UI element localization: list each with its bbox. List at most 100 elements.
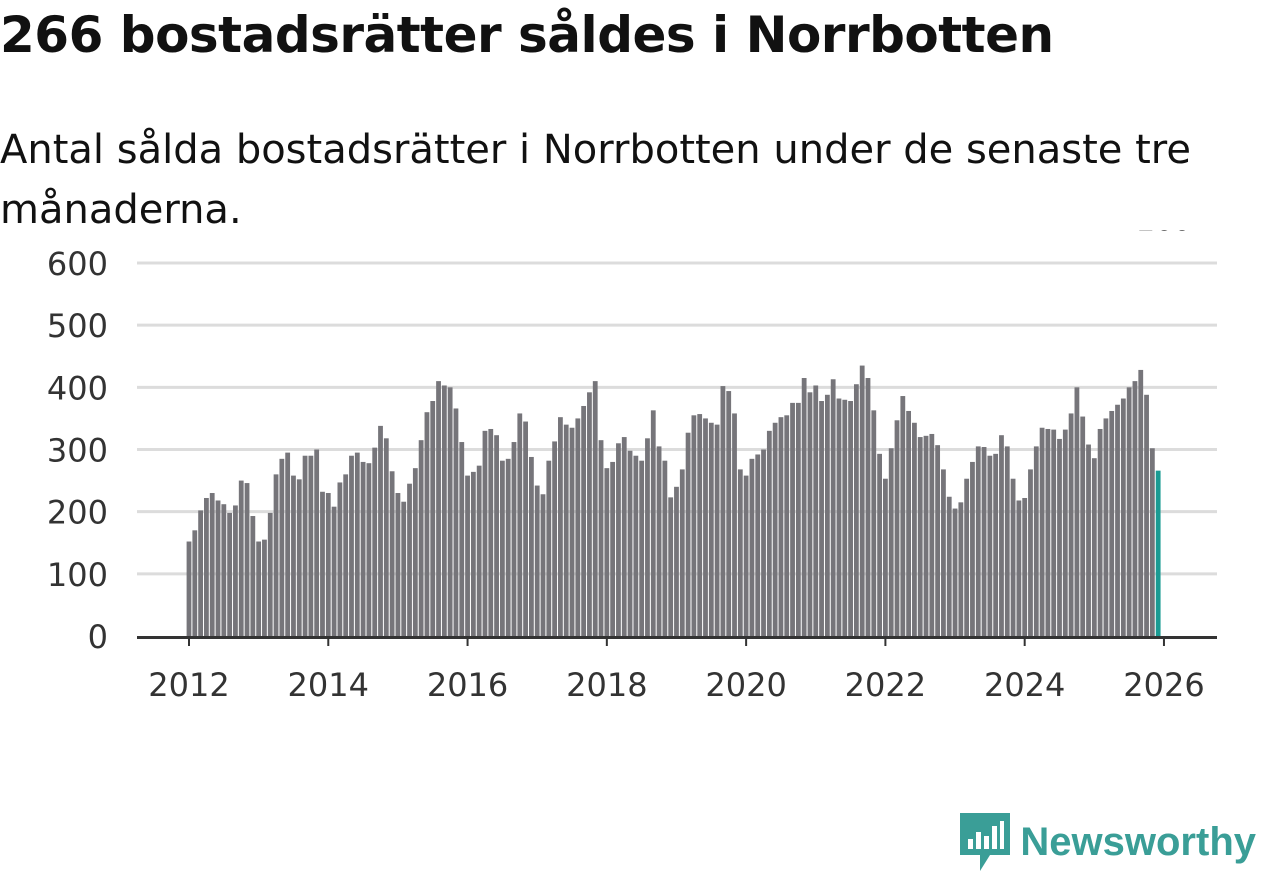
bar bbox=[650, 410, 656, 636]
x-tick-label: 2016 bbox=[427, 666, 508, 704]
bar bbox=[372, 447, 378, 636]
bar bbox=[813, 385, 819, 636]
bar bbox=[726, 391, 732, 636]
bar bbox=[830, 379, 836, 636]
newsworthy-logo: Newsworthy bbox=[960, 813, 1256, 871]
bar bbox=[906, 410, 912, 636]
newsworthy-wordmark: Newsworthy bbox=[1020, 819, 1256, 864]
bar bbox=[325, 493, 331, 636]
bar bbox=[552, 441, 558, 636]
bar bbox=[1103, 418, 1109, 636]
bar bbox=[401, 501, 407, 636]
bar bbox=[441, 385, 447, 636]
bar bbox=[418, 440, 424, 636]
bar bbox=[1091, 458, 1097, 636]
bar bbox=[743, 475, 749, 636]
bar bbox=[233, 505, 238, 636]
bar bbox=[540, 494, 546, 636]
bar bbox=[645, 438, 650, 636]
bar bbox=[1010, 478, 1016, 636]
bar bbox=[761, 449, 766, 636]
bar bbox=[691, 415, 697, 636]
bar bbox=[766, 430, 772, 636]
bar bbox=[627, 450, 633, 636]
bar bbox=[575, 418, 581, 636]
bar bbox=[929, 433, 935, 636]
y-tick-label: 500 bbox=[47, 307, 108, 345]
x-tick-label: 2014 bbox=[288, 666, 369, 704]
bar bbox=[1120, 398, 1126, 636]
bar bbox=[476, 465, 482, 636]
bars bbox=[186, 365, 1161, 637]
bar bbox=[697, 414, 703, 636]
bar bbox=[296, 479, 302, 636]
bar bbox=[999, 435, 1004, 636]
bar bbox=[302, 455, 308, 636]
bar bbox=[1039, 427, 1045, 636]
y-tick-label: 300 bbox=[47, 432, 108, 470]
bar bbox=[291, 475, 296, 636]
bar bbox=[499, 460, 505, 636]
bar bbox=[703, 418, 708, 636]
bar bbox=[383, 438, 389, 636]
bar bbox=[424, 412, 430, 636]
bar bbox=[749, 458, 755, 636]
bar bbox=[1028, 469, 1033, 636]
bar bbox=[558, 417, 563, 636]
bar bbox=[389, 471, 395, 636]
bar bbox=[946, 496, 952, 636]
bar bbox=[633, 455, 639, 636]
bar bbox=[250, 516, 256, 636]
bar bbox=[877, 453, 882, 636]
bar bbox=[505, 458, 511, 636]
bar bbox=[621, 437, 627, 636]
bar bbox=[447, 387, 453, 636]
bar bbox=[285, 452, 291, 636]
bar bbox=[1126, 387, 1132, 636]
bar bbox=[1097, 428, 1103, 636]
bar bbox=[941, 469, 946, 636]
bar bbox=[517, 413, 523, 636]
annotation: 266 bbox=[1134, 230, 1193, 240]
bar bbox=[1109, 410, 1115, 636]
bar bbox=[871, 410, 877, 636]
bar bbox=[1051, 429, 1057, 636]
bar bbox=[320, 491, 325, 636]
bar bbox=[1144, 394, 1149, 636]
y-tick-label: 200 bbox=[47, 494, 108, 532]
x-tick-label: 2026 bbox=[1123, 666, 1204, 704]
bar bbox=[407, 483, 412, 636]
bar bbox=[221, 504, 227, 636]
bar bbox=[262, 539, 267, 636]
bar bbox=[1074, 387, 1080, 636]
bar bbox=[1033, 446, 1039, 636]
x-tick-label: 2024 bbox=[984, 666, 1065, 704]
bar bbox=[639, 460, 645, 636]
bar bbox=[1115, 404, 1120, 636]
bar bbox=[273, 474, 279, 636]
bar bbox=[587, 392, 592, 636]
bar bbox=[436, 381, 441, 636]
bar bbox=[1138, 369, 1144, 636]
bar bbox=[923, 435, 929, 636]
bar bbox=[378, 425, 383, 636]
bar bbox=[465, 475, 470, 636]
bar bbox=[668, 497, 674, 636]
bar bbox=[563, 424, 569, 636]
bar bbox=[732, 413, 737, 636]
bar bbox=[1004, 446, 1010, 636]
bar bbox=[819, 401, 824, 636]
bar bbox=[900, 396, 906, 636]
bar bbox=[1068, 413, 1074, 636]
bar bbox=[778, 417, 784, 636]
bar bbox=[853, 384, 859, 636]
y-tick-label: 100 bbox=[47, 556, 108, 594]
y-tick-label: 600 bbox=[47, 245, 108, 283]
bar bbox=[494, 435, 499, 636]
bar bbox=[842, 399, 848, 636]
y-tick-label: 0 bbox=[88, 618, 108, 656]
bar bbox=[952, 508, 958, 636]
bar bbox=[981, 447, 987, 636]
bar bbox=[598, 440, 604, 636]
bar bbox=[679, 469, 685, 636]
